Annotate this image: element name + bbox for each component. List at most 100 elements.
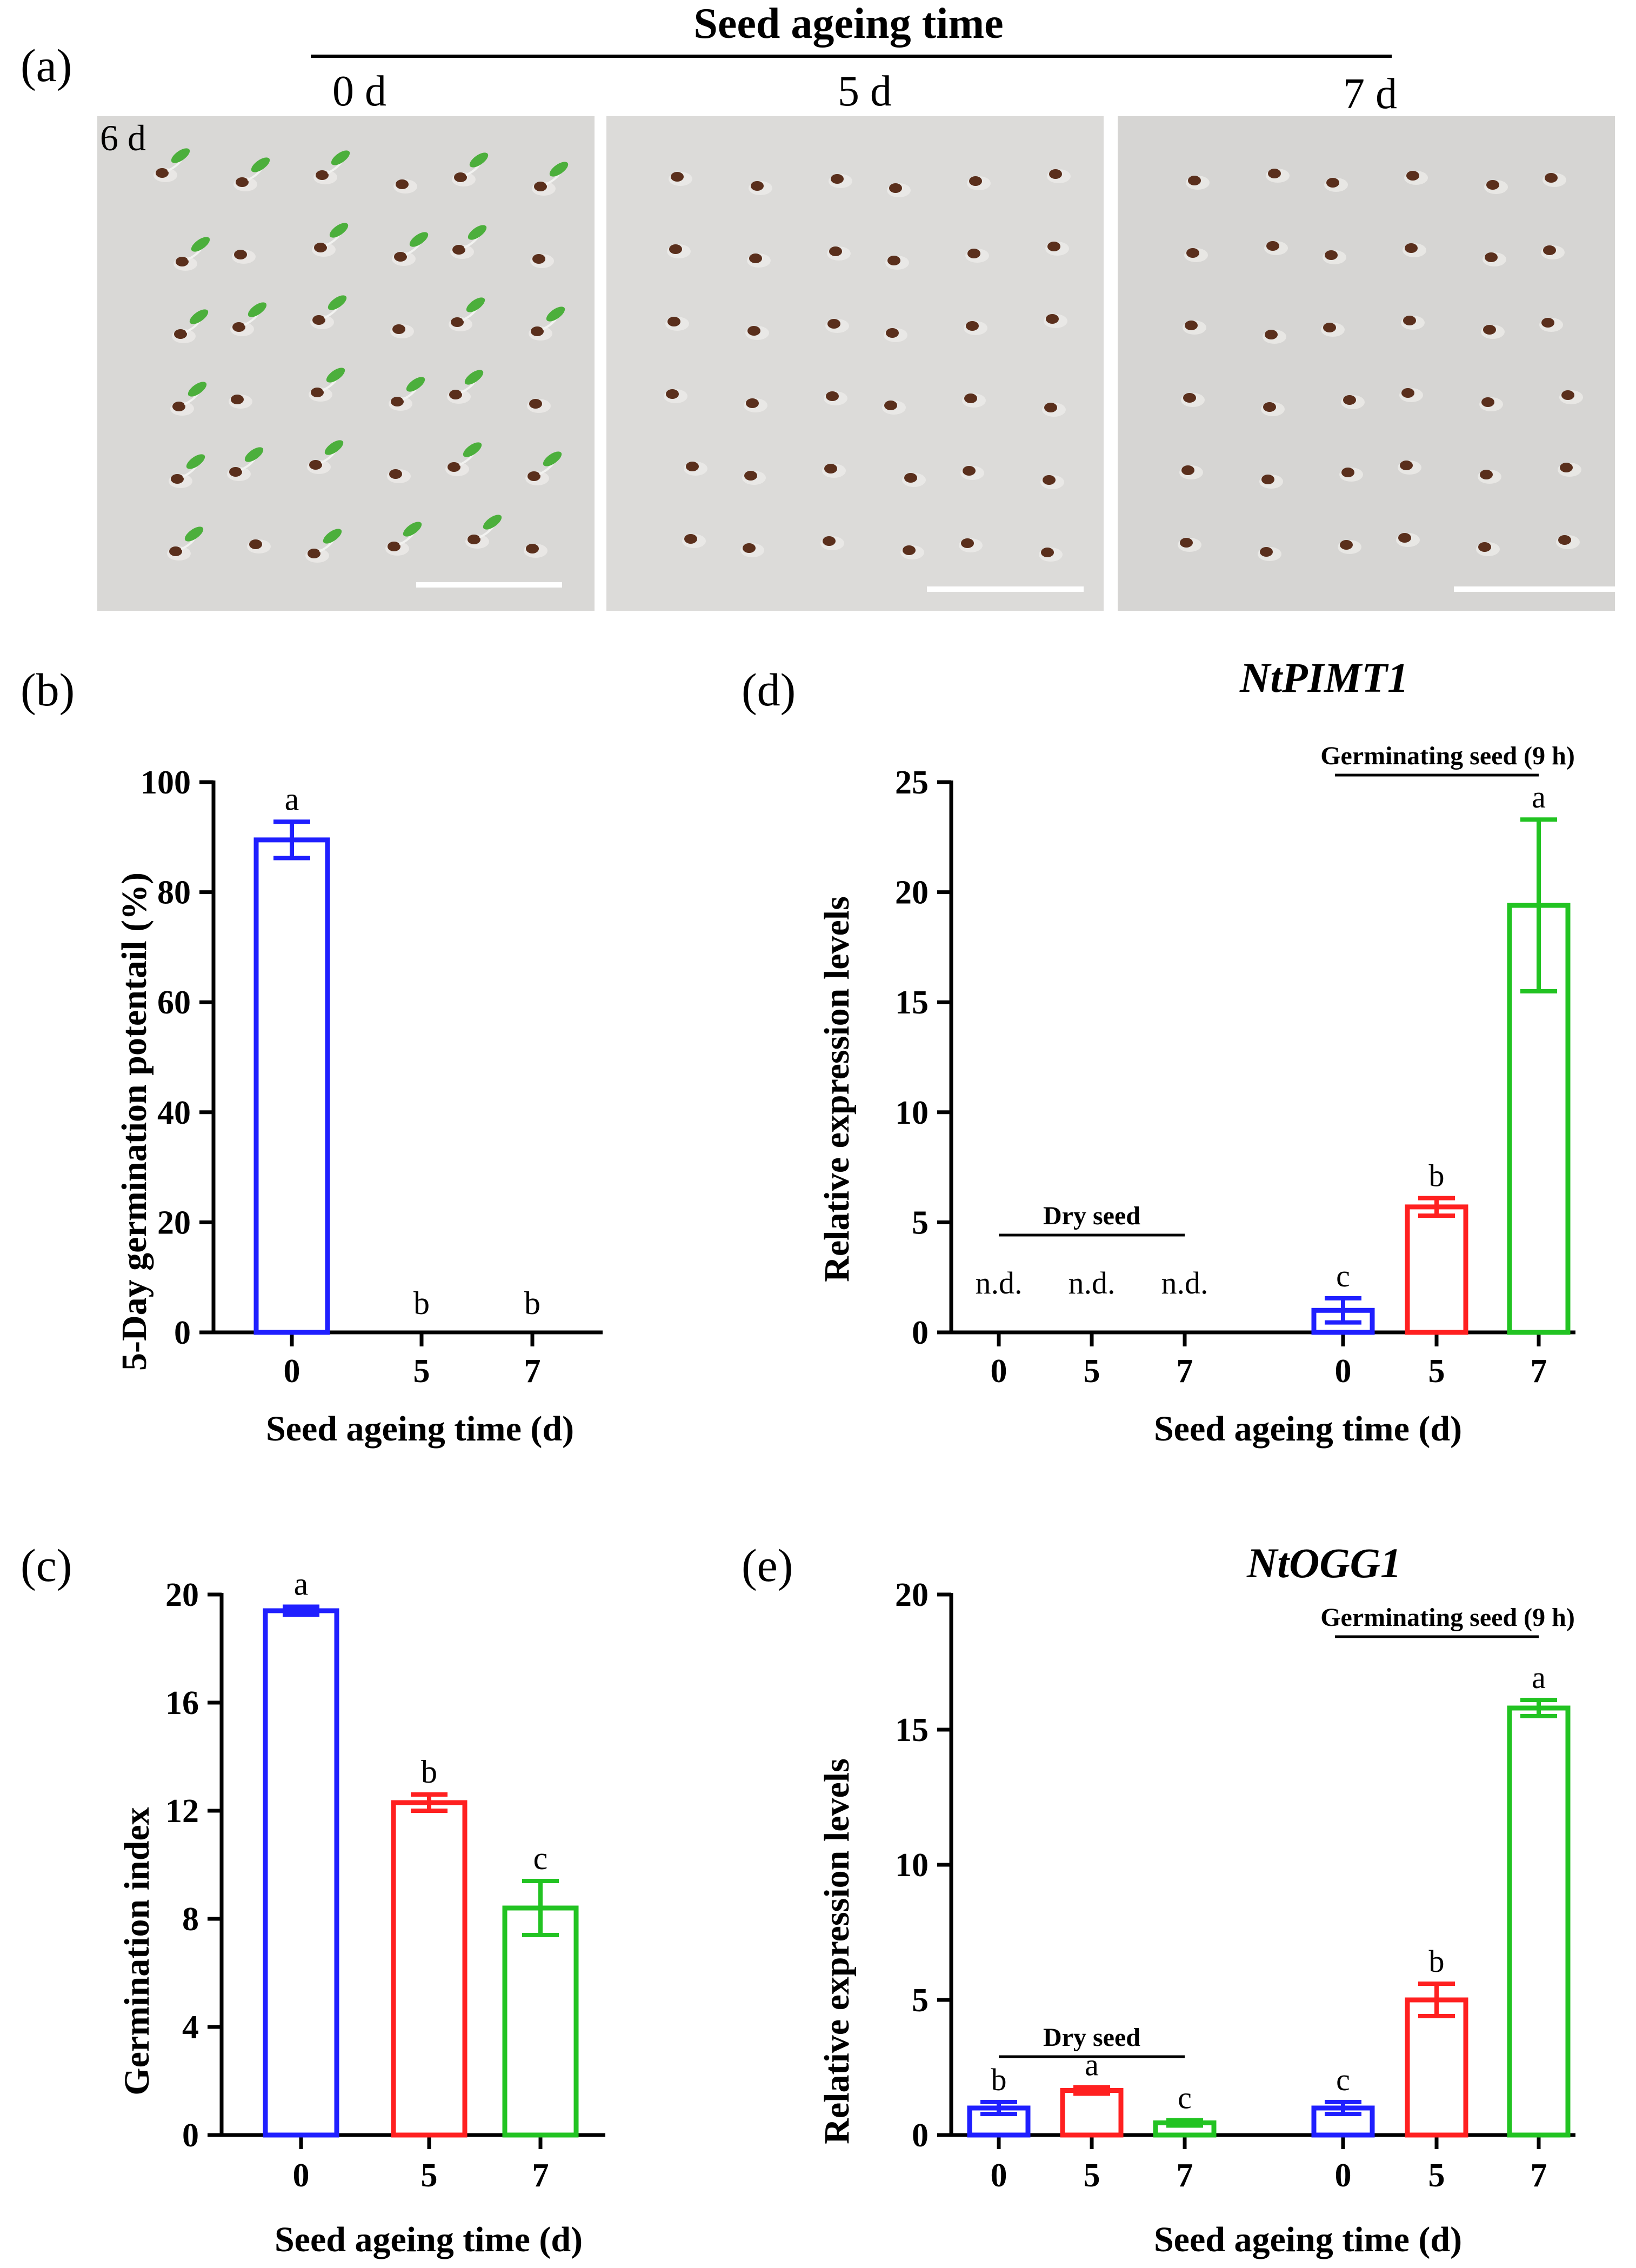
y-tick-label: 4 (182, 2009, 199, 2046)
seed (829, 246, 842, 256)
x-tick-label: 7 (1177, 1353, 1193, 1390)
seed (884, 401, 897, 410)
significance-label: a (1532, 1660, 1546, 1695)
y-tick-label: 20 (895, 1577, 929, 1613)
seed (448, 462, 460, 472)
seed (396, 179, 409, 189)
seed (391, 397, 404, 406)
y-tick-label: 10 (895, 1847, 929, 1884)
seed (468, 535, 480, 544)
seed (1046, 314, 1059, 324)
chart-b-ylabel: 5-Day germination potentail (%) (115, 872, 154, 1371)
group-label: Germinating seed (9 h) (1320, 742, 1575, 770)
seed (309, 460, 322, 470)
cotyledon (466, 297, 485, 312)
seed (1478, 542, 1491, 552)
seeds-5d (664, 169, 1071, 562)
seed (1041, 548, 1054, 557)
chart-b: (b) 5-Day germination potentail (%) Seed… (21, 664, 603, 1449)
seed (172, 402, 185, 411)
bar (253, 837, 330, 1335)
seed (534, 182, 547, 191)
cotyledon (188, 382, 207, 397)
seeds-0d (153, 148, 569, 563)
chart-c: (c) Germination index Seed ageing time (… (21, 1539, 605, 2259)
seed (394, 252, 407, 262)
column-label-5d: 5 d (838, 68, 892, 115)
seed (751, 181, 764, 191)
x-tick-label: 5 (1084, 2157, 1100, 2194)
seed (1260, 547, 1273, 557)
seed (171, 474, 184, 484)
seed (454, 172, 467, 182)
seed (824, 464, 837, 473)
y-tick-label: 15 (895, 1712, 929, 1749)
seed (526, 544, 539, 553)
seed (1480, 470, 1493, 479)
seed (1268, 169, 1281, 178)
cotyledon (171, 148, 190, 163)
cotyledon (329, 223, 349, 238)
seed (236, 177, 249, 187)
seed (1558, 535, 1571, 545)
y-tick-label: 0 (174, 1315, 191, 1351)
y-tick-label: 5 (912, 1982, 929, 2019)
cotyledon (191, 237, 210, 252)
seed (316, 170, 329, 180)
x-tick-label: 7 (532, 2157, 549, 2194)
x-tick-label: 0 (284, 1353, 301, 1390)
seed (886, 328, 899, 338)
bar (1405, 1204, 1468, 1335)
chart-c-xlabel: Seed ageing time (d) (275, 2220, 583, 2259)
seed (827, 319, 840, 329)
chart-d: (d) NtPIMT1 Relative expression levels S… (742, 654, 1575, 1449)
seed (451, 317, 464, 327)
bar (1507, 1705, 1571, 2138)
photo-5d (606, 116, 1104, 611)
cotyledon (184, 526, 204, 542)
y-tick-label: 60 (157, 984, 191, 1021)
bar (1405, 1997, 1468, 2138)
x-tick-label: 5 (421, 2157, 438, 2194)
seed (1343, 395, 1356, 405)
significance-label: a (1532, 779, 1546, 815)
cotyledon (543, 451, 562, 466)
seed (527, 471, 540, 481)
x-tick-label: 0 (991, 1353, 1007, 1390)
cotyledon (248, 302, 267, 317)
significance-label: b (1429, 1944, 1445, 1979)
y-tick-label: 20 (165, 1577, 199, 1613)
seed (388, 542, 400, 551)
seed (749, 254, 762, 263)
seed (1261, 475, 1274, 484)
seed (1186, 248, 1199, 258)
x-tick-label: 5 (1084, 1353, 1100, 1390)
significance-label: b (524, 1285, 540, 1321)
seed (666, 389, 679, 399)
y-tick-label: 10 (895, 1095, 929, 1131)
seed (169, 546, 182, 556)
bar (1060, 2088, 1124, 2138)
seed (831, 174, 844, 184)
y-tick-label: 100 (141, 764, 191, 801)
seed (744, 471, 757, 481)
cotyledon (464, 370, 484, 385)
significance-label: b (421, 1754, 437, 1790)
panel-a-title: Seed ageing time (693, 0, 1003, 48)
seed (1541, 318, 1554, 328)
cotyledon (463, 442, 482, 457)
significance-label: c (1178, 2080, 1192, 2116)
panel-a-label: (a) (21, 39, 72, 91)
seed (1401, 388, 1414, 398)
seed (311, 388, 324, 397)
group-label: Germinating seed (9 h) (1320, 1603, 1575, 1632)
seed (1483, 325, 1496, 335)
seed (176, 257, 189, 266)
seed (963, 466, 976, 476)
seed (1406, 171, 1419, 181)
seed (1481, 397, 1494, 407)
group-label: Dry seed (1043, 2023, 1140, 2052)
x-tick-label: 7 (1177, 2157, 1193, 2194)
cotyledon (326, 368, 345, 383)
significance-label: a (285, 781, 299, 817)
